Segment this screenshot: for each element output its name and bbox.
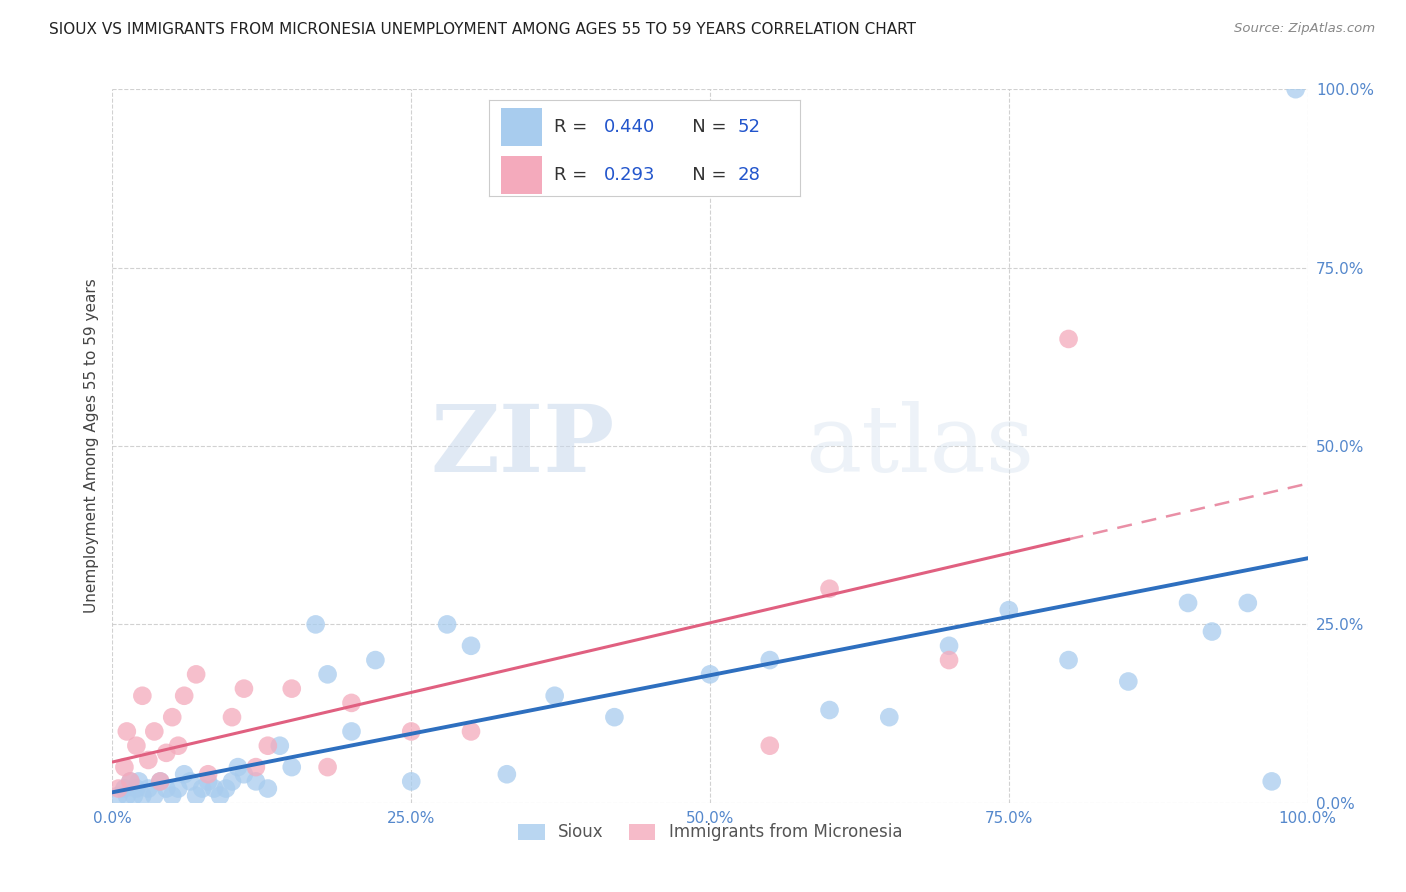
Point	[759, 739, 782, 753]
Point	[257, 781, 280, 796]
Point	[269, 739, 291, 753]
Point	[107, 789, 129, 803]
Point	[143, 724, 166, 739]
Point	[202, 781, 225, 796]
Point	[1057, 653, 1080, 667]
Point	[879, 710, 901, 724]
Text: ZIP: ZIP	[430, 401, 614, 491]
Point	[197, 767, 219, 781]
Point	[233, 681, 256, 696]
Text: atlas: atlas	[806, 401, 1035, 491]
Point	[496, 767, 519, 781]
Point	[215, 781, 238, 796]
Point	[114, 781, 135, 796]
Point	[155, 746, 177, 760]
Point	[1237, 596, 1260, 610]
Point	[1118, 674, 1140, 689]
Point	[143, 789, 166, 803]
Point	[128, 774, 150, 789]
Point	[120, 774, 142, 789]
Point	[167, 781, 190, 796]
Point	[938, 653, 960, 667]
Point	[305, 617, 328, 632]
Point	[233, 767, 256, 781]
Point	[1177, 596, 1199, 610]
Point	[460, 639, 482, 653]
Point	[125, 739, 148, 753]
Point	[226, 760, 249, 774]
Point	[138, 753, 160, 767]
Point	[818, 703, 841, 717]
Point	[115, 789, 138, 803]
Point	[603, 710, 626, 724]
Point	[114, 760, 135, 774]
Point	[167, 739, 190, 753]
Point	[131, 789, 153, 803]
Point	[257, 739, 280, 753]
Point	[401, 724, 423, 739]
Point	[186, 667, 208, 681]
Point	[281, 681, 304, 696]
Point	[120, 774, 142, 789]
Point	[1285, 82, 1308, 96]
Point	[191, 781, 214, 796]
Point	[162, 710, 183, 724]
Point	[543, 689, 565, 703]
Point	[281, 760, 304, 774]
Point	[316, 760, 339, 774]
Point	[162, 789, 183, 803]
Point	[316, 667, 339, 681]
Point	[998, 603, 1021, 617]
Point	[245, 774, 267, 789]
Y-axis label: Unemployment Among Ages 55 to 59 years: Unemployment Among Ages 55 to 59 years	[83, 278, 98, 614]
Point	[122, 789, 145, 803]
Point	[197, 774, 219, 789]
Point	[1057, 332, 1080, 346]
Point	[173, 689, 195, 703]
Point	[938, 639, 960, 653]
Point	[149, 774, 172, 789]
Point	[107, 781, 129, 796]
Point	[115, 724, 138, 739]
Legend: Sioux, Immigrants from Micronesia: Sioux, Immigrants from Micronesia	[512, 817, 908, 848]
Point	[221, 774, 243, 789]
Point	[179, 774, 201, 789]
Text: SIOUX VS IMMIGRANTS FROM MICRONESIA UNEMPLOYMENT AMONG AGES 55 TO 59 YEARS CORRE: SIOUX VS IMMIGRANTS FROM MICRONESIA UNEM…	[49, 22, 917, 37]
Point	[340, 696, 363, 710]
Point	[221, 710, 243, 724]
Point	[436, 617, 458, 632]
Point	[460, 724, 482, 739]
Point	[364, 653, 387, 667]
Point	[1201, 624, 1223, 639]
Point	[340, 724, 363, 739]
Point	[401, 774, 423, 789]
Point	[759, 653, 782, 667]
Point	[131, 689, 153, 703]
Text: Source: ZipAtlas.com: Source: ZipAtlas.com	[1234, 22, 1375, 36]
Point	[138, 781, 160, 796]
Point	[245, 760, 267, 774]
Point	[186, 789, 208, 803]
Point	[1261, 774, 1284, 789]
Point	[173, 767, 195, 781]
Point	[209, 789, 232, 803]
Point	[125, 781, 148, 796]
Point	[818, 582, 841, 596]
Point	[149, 774, 172, 789]
Point	[699, 667, 721, 681]
Point	[155, 781, 177, 796]
